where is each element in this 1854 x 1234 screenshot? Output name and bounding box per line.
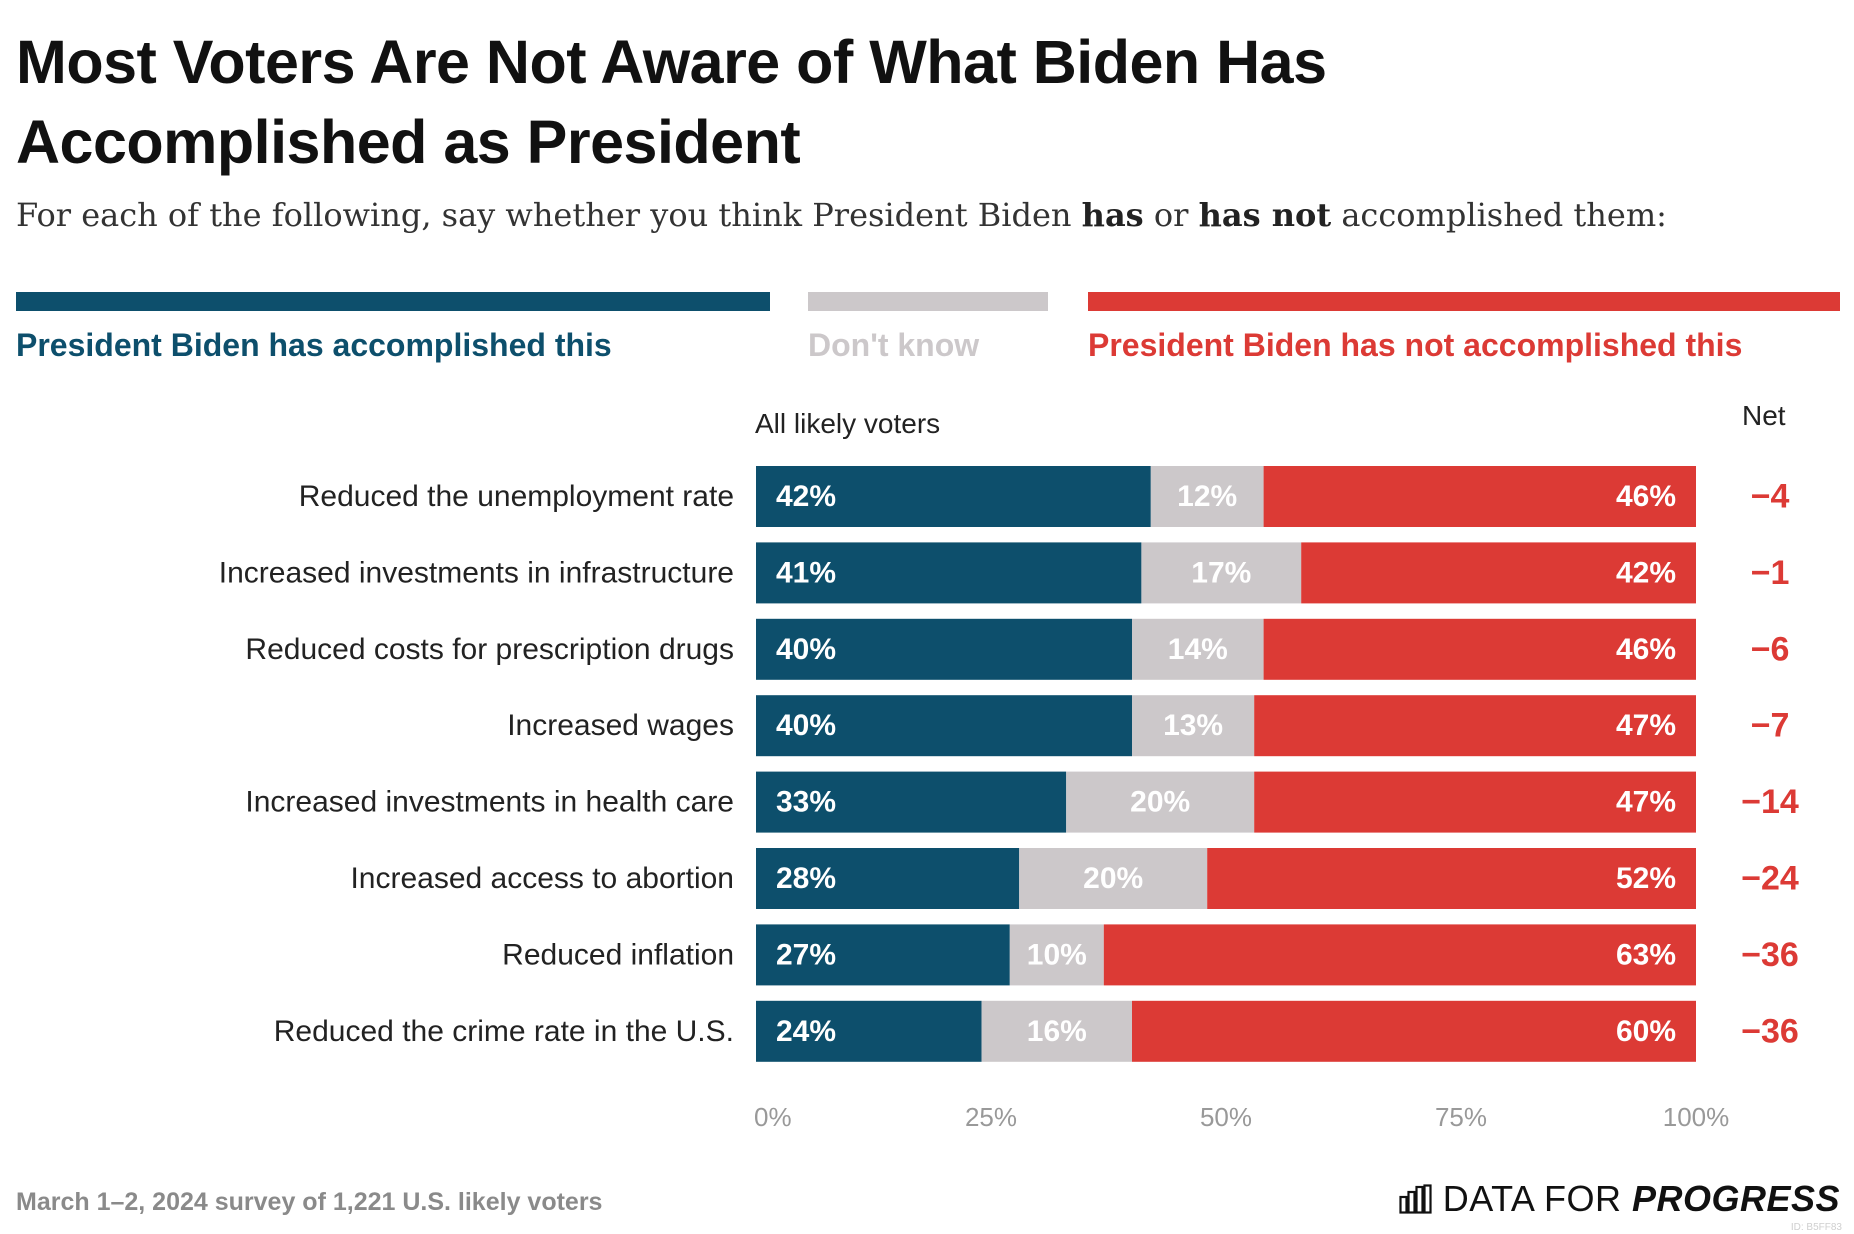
legend-swatch-accomplished [16, 292, 770, 311]
net-value: −36 [1741, 936, 1799, 974]
subtitle-or: or [1143, 196, 1199, 234]
bar-segment-dont-know [1066, 771, 1255, 833]
data-label-dont-know: 10% [1027, 938, 1087, 971]
bar-segment-dont-know [1141, 542, 1302, 604]
chart-title: Most Voters Are Not Aware of What Biden … [16, 28, 1327, 176]
category-label: Increased access to abortion [350, 862, 734, 895]
x-tick-label: 100% [1663, 1102, 1730, 1132]
x-tick-label: 50% [1200, 1102, 1252, 1132]
bar-segment-accomplished [756, 1000, 982, 1062]
x-tick-label: 75% [1435, 1102, 1487, 1132]
net-value: −1 [1751, 554, 1790, 592]
bar-segment-not-accomplished [1207, 848, 1696, 909]
data-label-accomplished: 33% [776, 786, 836, 819]
net-value: −6 [1751, 630, 1790, 668]
data-label-accomplished: 27% [776, 938, 836, 971]
bar-segment-accomplished [756, 618, 1132, 680]
subtitle-has-not: has not [1198, 196, 1332, 234]
data-label-dont-know: 14% [1168, 633, 1228, 666]
bar-segment-not-accomplished [1254, 771, 1696, 833]
data-label-dont-know: 12% [1177, 480, 1237, 513]
category-label: Reduced the unemployment rate [299, 480, 734, 513]
bar-segment-dont-know [1132, 695, 1255, 757]
legend-label-not-accomplished: President Biden has not accomplished thi… [1088, 327, 1743, 363]
logo-text-regular: DATA FOR [1442, 1178, 1632, 1219]
legend-swatch-dont-know [808, 292, 1048, 311]
data-label-accomplished: 28% [776, 862, 836, 895]
data-label-accomplished: 40% [776, 709, 836, 742]
net-value: −24 [1741, 860, 1799, 898]
category-label: Increased investments in infrastructure [219, 556, 734, 589]
data-label-accomplished: 40% [776, 633, 836, 666]
data-label-dont-know: 20% [1130, 786, 1190, 819]
bar-segment-accomplished [756, 771, 1067, 833]
data-label-dont-know: 20% [1083, 862, 1143, 895]
data-label-dont-know: 16% [1027, 1015, 1087, 1048]
data-label-not-accomplished: 46% [1616, 480, 1676, 513]
legend-label-accomplished: President Biden has accomplished this [16, 327, 612, 363]
bar-segment-not-accomplished [1263, 618, 1696, 680]
category-label: Increased wages [507, 709, 734, 742]
data-label-accomplished: 41% [776, 556, 836, 589]
bar-chart-logo-icon [1399, 1184, 1432, 1214]
category-label: Increased investments in health care [245, 786, 734, 819]
bar-segment-accomplished [756, 466, 1151, 527]
data-for-progress-logo: DATA FOR PROGRESS [1399, 1178, 1840, 1220]
data-label-not-accomplished: 42% [1616, 556, 1676, 589]
data-label-not-accomplished: 47% [1616, 709, 1676, 742]
data-label-not-accomplished: 52% [1616, 862, 1676, 895]
net-value: −7 [1751, 707, 1790, 745]
column-header-all-likely-voters: All likely voters [755, 408, 941, 439]
legend-accomplished: President Biden has accomplished this [16, 292, 770, 364]
subtitle-text-start: For each of the following, say whether y… [16, 196, 1082, 234]
bar-segment-dont-know [981, 1000, 1132, 1062]
category-label: Reduced the crime rate in the U.S. [274, 1015, 734, 1048]
bar-segment-accomplished [756, 695, 1132, 757]
x-tick-label: 25% [965, 1102, 1017, 1132]
bar-segment-dont-know [1132, 618, 1264, 680]
legend-not-accomplished: President Biden has not accomplished thi… [1088, 292, 1840, 364]
bar-segment-accomplished [756, 848, 1020, 909]
data-label-dont-know: 17% [1191, 556, 1251, 589]
data-label-not-accomplished: 60% [1616, 1015, 1676, 1048]
bar-segment-not-accomplished [1103, 924, 1696, 986]
legend-label-dont-know: Don't know [808, 327, 980, 363]
column-header-net: Net [1742, 400, 1786, 431]
survey-note: March 1–2, 2024 survey of 1,221 U.S. lik… [16, 1188, 603, 1216]
chart-id: ID: B5FF83 [1790, 1222, 1842, 1233]
bar-segment-dont-know [1150, 466, 1264, 527]
net-value: −14 [1741, 783, 1799, 821]
category-label: Reduced inflation [502, 938, 734, 971]
bar-segment-not-accomplished [1263, 466, 1696, 527]
data-label-not-accomplished: 63% [1616, 938, 1676, 971]
bar-segment-not-accomplished [1301, 542, 1696, 604]
bar-segment-accomplished [756, 924, 1010, 986]
net-value: −36 [1741, 1012, 1799, 1050]
legend-dont-know: Don't know [808, 292, 1048, 364]
logo-text: DATA FOR PROGRESS [1443, 1178, 1840, 1220]
legend-swatch-not-accomplished [1088, 292, 1840, 311]
x-tick-label: 0% [754, 1102, 792, 1132]
subtitle-text-end: accomplished them: [1331, 196, 1667, 234]
logo-text-bold: PROGRESS [1631, 1178, 1840, 1219]
bar-segment-not-accomplished [1254, 695, 1696, 757]
bar-segment-dont-know [1009, 924, 1104, 986]
bar-segment-dont-know [1019, 848, 1208, 909]
bar-segment-not-accomplished [1132, 1000, 1696, 1062]
data-label-accomplished: 42% [776, 480, 836, 513]
bar-segment-accomplished [756, 542, 1142, 604]
net-value: −4 [1751, 478, 1790, 516]
chart-subtitle: For each of the following, say whether y… [16, 196, 1667, 234]
subtitle-has: has [1081, 196, 1144, 234]
data-label-dont-know: 13% [1163, 709, 1223, 742]
data-label-not-accomplished: 46% [1616, 633, 1676, 666]
data-label-accomplished: 24% [776, 1015, 836, 1048]
data-label-not-accomplished: 47% [1616, 786, 1676, 819]
category-label: Reduced costs for prescription drugs [245, 633, 734, 666]
